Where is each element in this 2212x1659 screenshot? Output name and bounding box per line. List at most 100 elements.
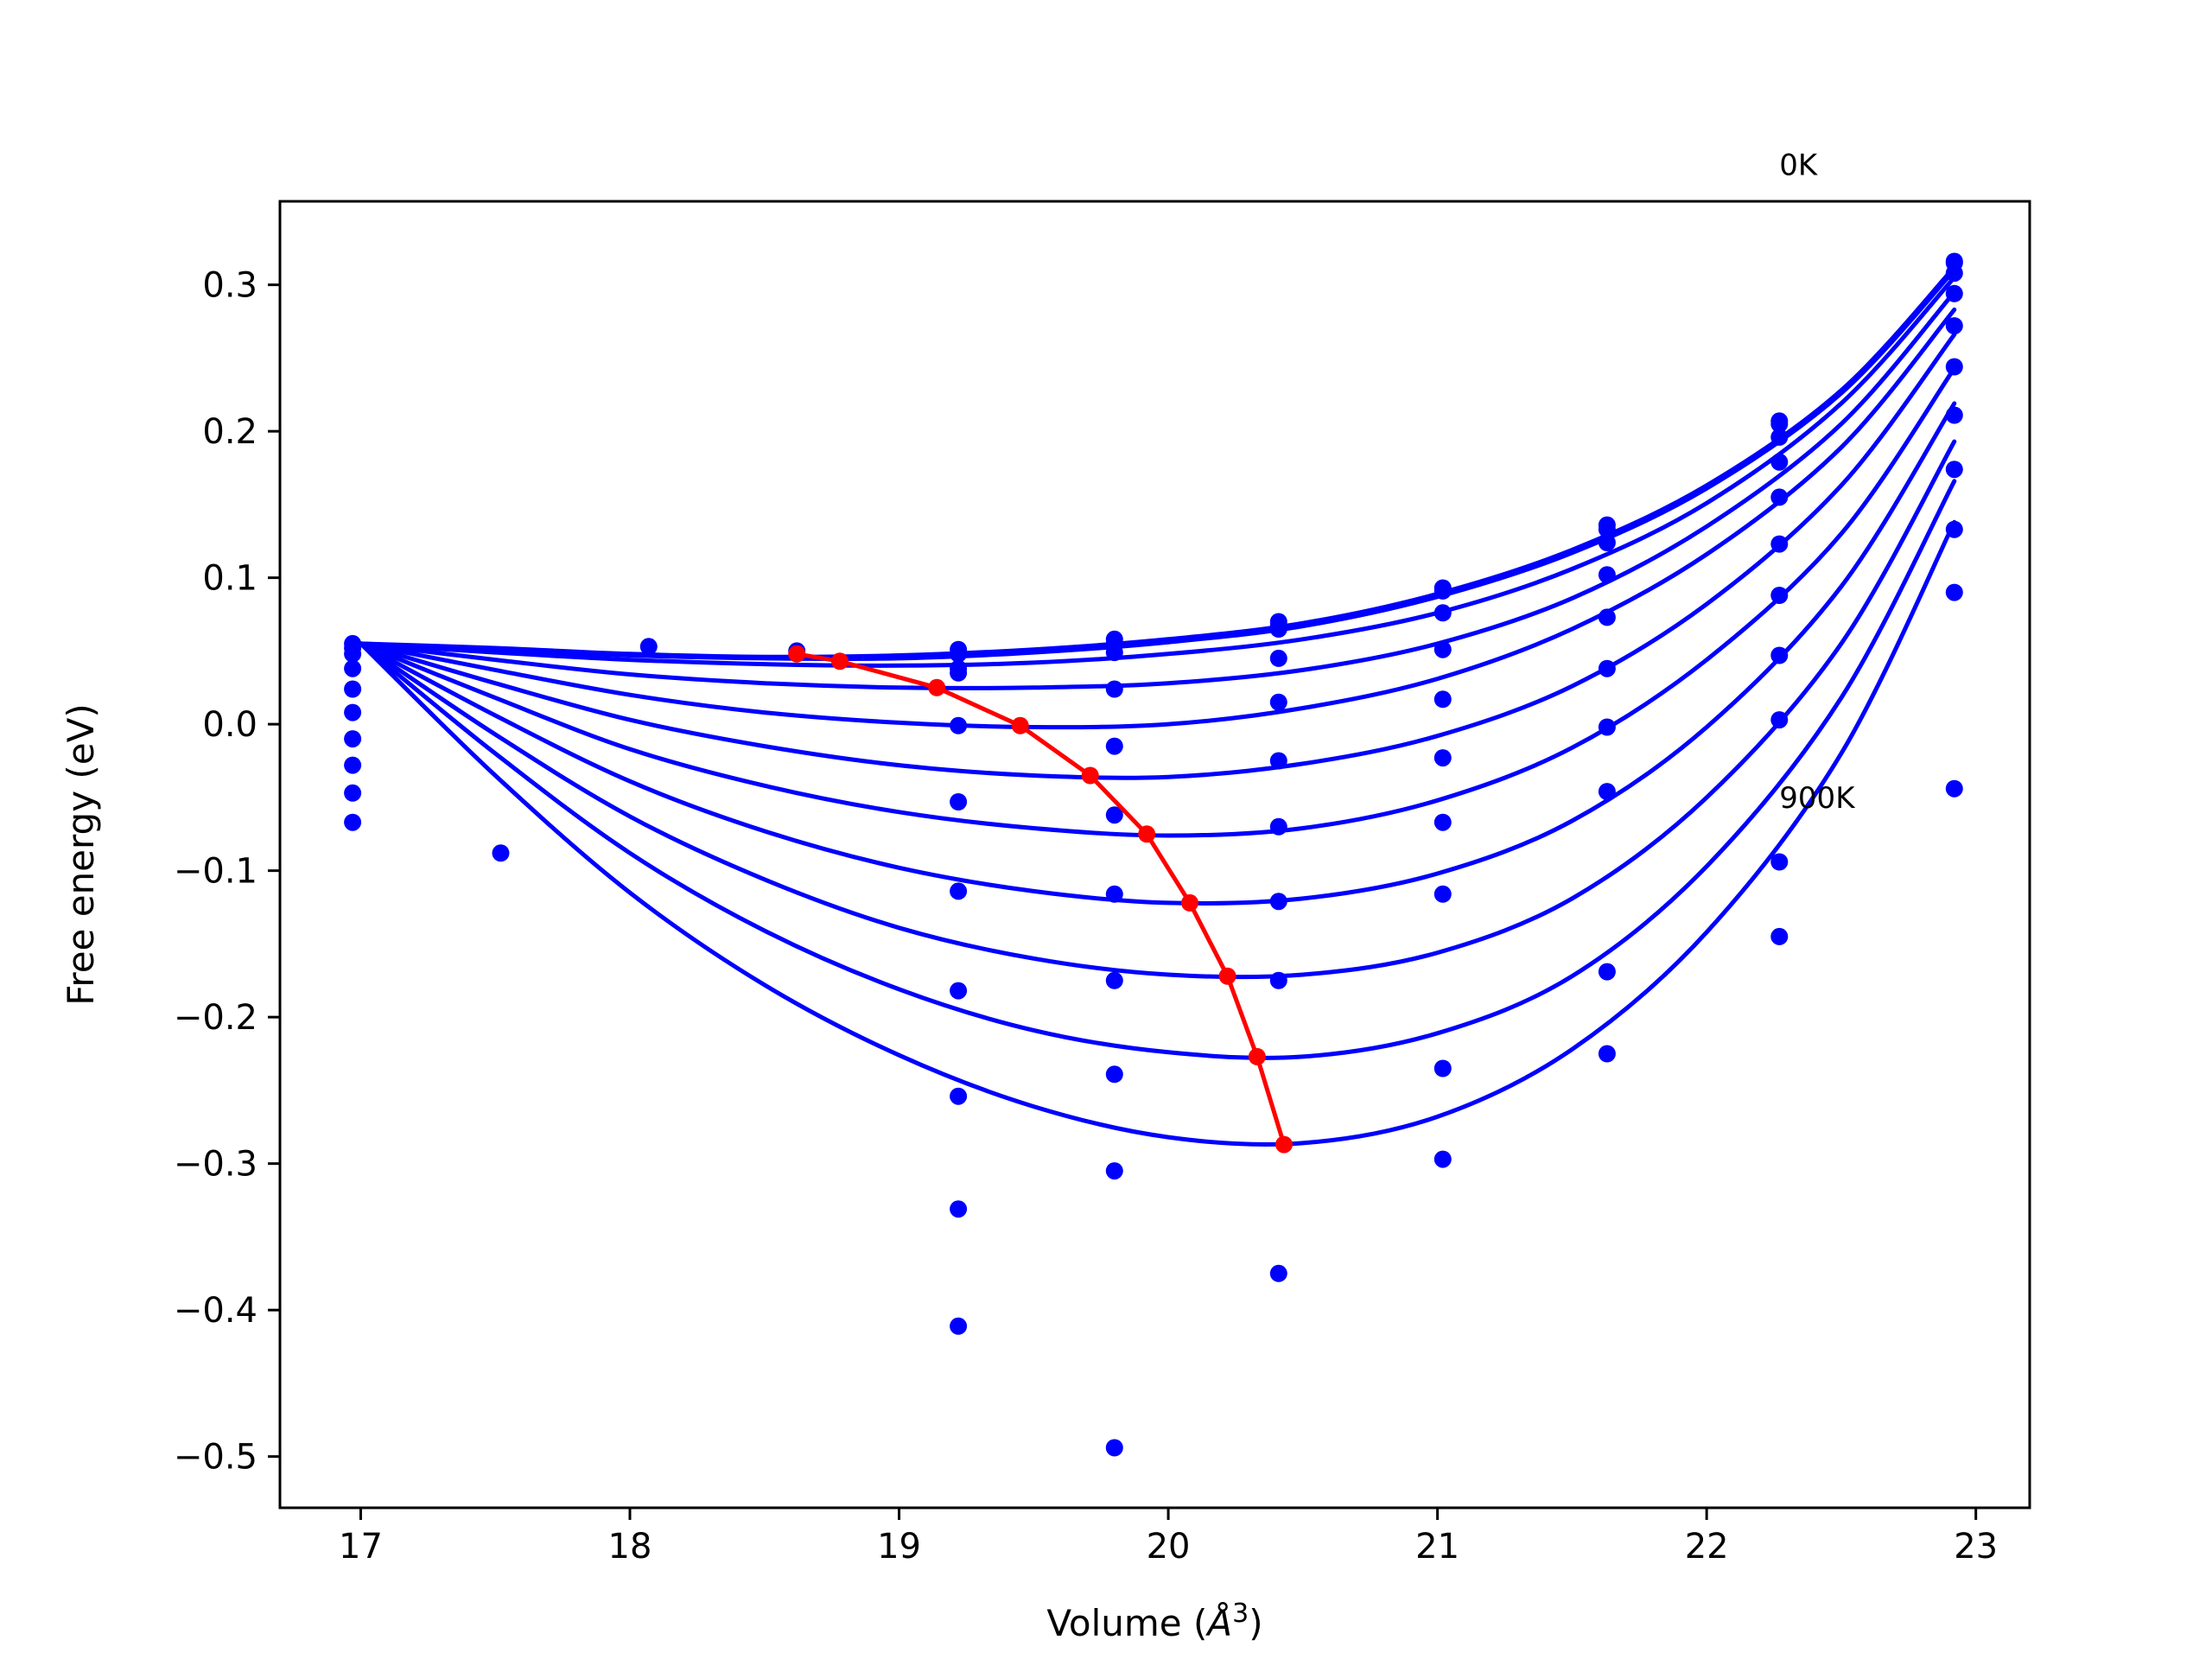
data-point xyxy=(344,756,362,774)
fit-curves-layer xyxy=(359,264,1957,1147)
data-point xyxy=(1945,779,1963,798)
data-point xyxy=(1945,461,1963,479)
data-point xyxy=(344,784,362,802)
data-point xyxy=(1598,718,1616,736)
data-point xyxy=(1433,813,1452,831)
fit-curve-10 xyxy=(359,519,1957,1147)
data-point xyxy=(1269,649,1287,667)
y-tick-label: −0.3 xyxy=(174,1145,257,1185)
fit-curve-1 xyxy=(359,268,1957,662)
data-point xyxy=(1770,535,1789,553)
minima-layer xyxy=(788,645,1293,1154)
annotation-900k: 900K xyxy=(1779,781,1856,816)
minima-point xyxy=(928,678,946,696)
x-tick-label: 21 xyxy=(1415,1527,1459,1567)
minima-point xyxy=(1181,893,1198,912)
y-tick-label: −0.2 xyxy=(174,998,257,1038)
x-tick-label: 19 xyxy=(877,1527,921,1567)
data-point xyxy=(1598,963,1616,981)
data-point xyxy=(1433,604,1452,622)
data-points-layer xyxy=(344,252,1963,1457)
data-point xyxy=(1269,893,1287,911)
data-point xyxy=(344,730,362,748)
data-point xyxy=(1945,358,1963,376)
data-point xyxy=(1105,1439,1123,1457)
data-point xyxy=(1433,1059,1452,1077)
axes-layer xyxy=(268,200,2031,1520)
data-point xyxy=(950,982,968,1000)
minima-point xyxy=(1275,1135,1293,1154)
data-point xyxy=(492,844,510,862)
data-point xyxy=(344,813,362,831)
data-point xyxy=(1269,971,1287,989)
data-point xyxy=(1945,406,1963,424)
data-point xyxy=(1433,640,1452,658)
data-point xyxy=(950,882,968,900)
x-tick-label: 23 xyxy=(1954,1527,1998,1567)
y-tick-label: 0.3 xyxy=(202,266,257,306)
minima-point xyxy=(831,652,849,671)
data-point xyxy=(950,1087,968,1105)
data-point xyxy=(1598,659,1616,677)
data-point xyxy=(1770,453,1789,471)
data-point xyxy=(1105,806,1123,824)
y-tick-label: −0.5 xyxy=(174,1438,257,1478)
minima-point xyxy=(1218,967,1236,985)
data-point xyxy=(1770,711,1789,729)
minima-line xyxy=(796,652,1287,1146)
data-point xyxy=(1770,927,1789,945)
data-point xyxy=(1433,885,1452,903)
x-tick-label: 22 xyxy=(1685,1527,1729,1567)
data-point xyxy=(1770,646,1789,664)
fit-curve-8 xyxy=(359,439,1957,980)
data-point xyxy=(1269,620,1287,638)
text-layer: 17 18 19 20 21 22 23 −0.5 −0.4 −0.3 −0.2 −0.1 0.0 0.1… xyxy=(60,149,1998,1645)
annotation-0k: 0K xyxy=(1779,149,1819,183)
plot-frame xyxy=(278,200,2031,1510)
minima-point xyxy=(1081,766,1099,785)
fit-curve-4 xyxy=(359,307,1957,730)
fit-curve-5 xyxy=(359,332,1957,780)
data-point xyxy=(1598,1045,1616,1063)
data-point xyxy=(1945,583,1963,601)
data-point xyxy=(1945,317,1963,335)
data-point xyxy=(1105,885,1123,903)
data-point xyxy=(1105,680,1123,698)
data-point xyxy=(950,1317,968,1335)
minima-point xyxy=(1138,825,1156,843)
data-point xyxy=(1433,1150,1452,1168)
data-point xyxy=(1598,783,1616,801)
data-point xyxy=(1433,749,1452,767)
data-point xyxy=(1105,971,1123,989)
data-point xyxy=(1598,608,1616,626)
data-point xyxy=(1770,428,1789,446)
minima-point xyxy=(1248,1047,1266,1065)
fit-curve-6 xyxy=(359,365,1957,838)
data-point xyxy=(1770,853,1789,871)
y-tick-label: 0.0 xyxy=(202,705,257,745)
data-point xyxy=(950,664,968,682)
data-point xyxy=(1433,582,1452,600)
minima-point xyxy=(788,645,806,663)
data-point xyxy=(1598,566,1616,584)
data-point xyxy=(950,640,968,658)
data-point xyxy=(1945,520,1963,538)
data-point xyxy=(344,659,362,677)
y-tick-label: 0.1 xyxy=(202,559,257,599)
data-point xyxy=(1770,488,1789,506)
fit-curve-2 xyxy=(359,275,1957,668)
data-point xyxy=(1770,415,1789,433)
data-point xyxy=(1269,817,1287,836)
data-point xyxy=(639,638,658,656)
y-tick-label: −0.1 xyxy=(174,852,257,892)
data-point xyxy=(344,703,362,721)
data-point xyxy=(1269,1264,1287,1282)
data-point xyxy=(1598,534,1616,551)
data-point xyxy=(950,1200,968,1218)
x-axis-label: Volume (Å3) xyxy=(1046,1599,1262,1644)
data-point xyxy=(1105,1065,1123,1084)
data-point xyxy=(1105,1162,1123,1180)
data-point xyxy=(1269,693,1287,711)
